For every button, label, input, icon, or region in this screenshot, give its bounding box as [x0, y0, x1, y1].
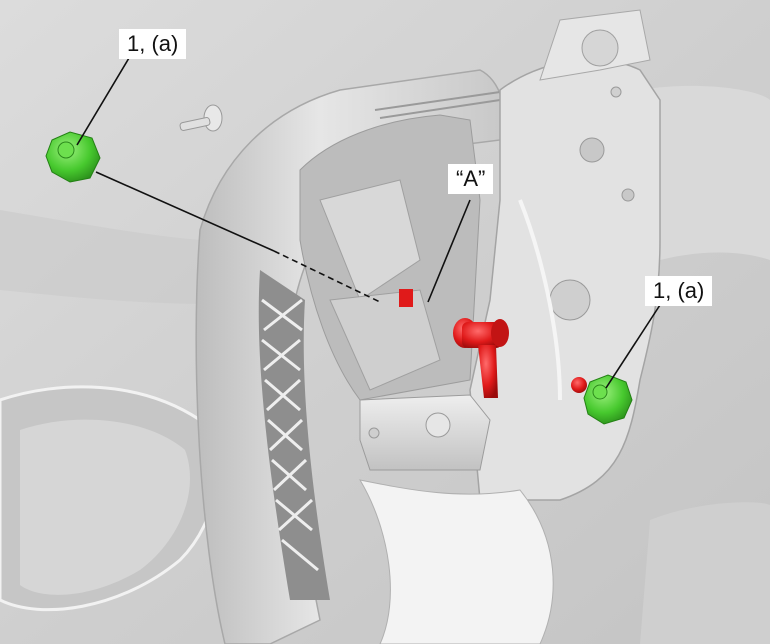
callout-point-a: “A” [448, 164, 494, 194]
leader-lines [76, 57, 661, 389]
mounting-block-pin [368, 427, 380, 439]
red-tip-icon [571, 377, 587, 393]
red-marker-icon [399, 289, 413, 307]
bracket-top-hole [581, 29, 619, 67]
red-actuator-icon [453, 318, 509, 398]
lower-right-panel [640, 502, 770, 644]
bracket-hole-large [549, 279, 591, 321]
cavity-shelf [329, 289, 441, 391]
lattice-ribs [261, 298, 319, 572]
cavity-wall [319, 179, 421, 301]
bracket-edge [518, 199, 562, 401]
bracket-hole-small [621, 188, 635, 202]
bracket-hole-upper [579, 137, 605, 163]
bracket-pin [610, 86, 622, 98]
lower-opening [358, 479, 554, 644]
mounting-block [359, 394, 491, 471]
lower-left-recess-inner [20, 419, 190, 595]
mounting-block-hole [425, 412, 451, 438]
top-rails [374, 91, 501, 119]
stud-top-left [179, 104, 223, 132]
green-nut-icon [45, 131, 101, 183]
callout-part-right: 1, (a) [645, 276, 713, 306]
green-nut-icon-right [583, 374, 633, 425]
callout-part-left: 1, (a) [119, 29, 187, 59]
upper-right-panel [640, 85, 770, 260]
